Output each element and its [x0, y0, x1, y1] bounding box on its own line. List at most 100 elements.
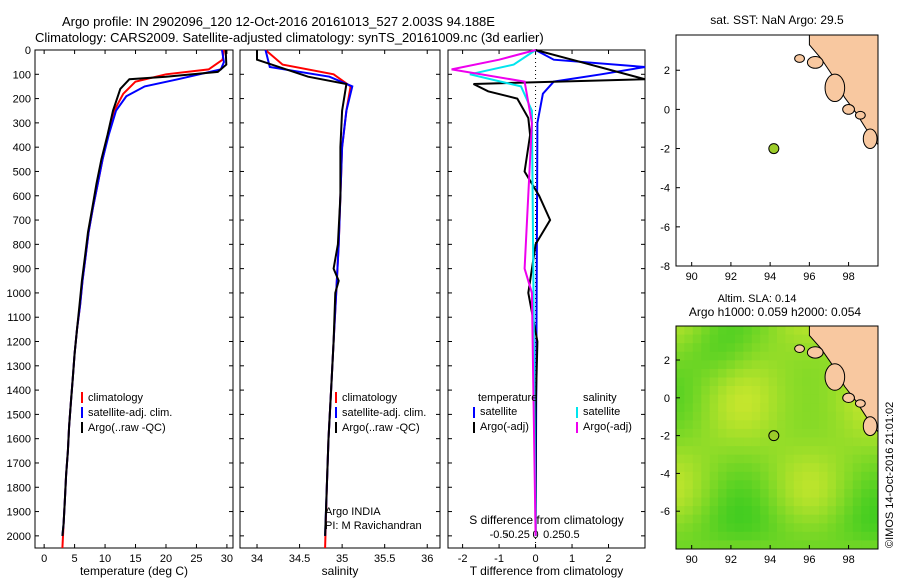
map-ytick-label: -2: [660, 431, 670, 443]
sla-cell: [844, 446, 854, 456]
sla-cell: [709, 523, 719, 533]
sla-cell: [861, 506, 871, 516]
sla-cell: [785, 411, 795, 421]
sla-cell: [743, 523, 753, 533]
sla-cell: [869, 497, 879, 507]
sla-cell: [676, 377, 685, 387]
ytick-label: 200: [13, 94, 31, 106]
sla-cell: [743, 360, 753, 370]
sla-cell: [810, 446, 820, 456]
sla-cell: [793, 454, 803, 464]
sla-cell: [751, 463, 761, 473]
sla-cell: [718, 463, 727, 473]
sla-cell: [692, 480, 702, 490]
sla-cell: [819, 351, 828, 361]
sla-cell: [684, 454, 694, 464]
xtick-label: 35: [336, 553, 348, 565]
sla-cell: [684, 326, 694, 336]
sla-cell: [768, 471, 778, 481]
sla-cell: [760, 420, 770, 430]
figure-title-line2: Climatology: CARS2009. Satellite-adjuste…: [35, 30, 544, 45]
sla-cell: [676, 394, 685, 404]
sla-cell: [777, 437, 786, 447]
sla-cell: [844, 454, 854, 464]
sla-cell: [835, 403, 845, 413]
sla-cell: [692, 428, 702, 438]
sla-cell: [751, 403, 761, 413]
sla-cell: [827, 463, 837, 473]
sla-cell: [726, 454, 736, 464]
sla-cell: [760, 506, 770, 516]
sla-cell: [777, 394, 786, 404]
sla-cell: [734, 480, 744, 490]
sla-cell: [718, 428, 727, 438]
sla-cell: [701, 394, 711, 404]
sla-cell: [768, 540, 778, 550]
sla-cell: [760, 463, 770, 473]
sla-cell: [684, 480, 694, 490]
sla-cell: [726, 531, 736, 541]
sla-cell: [810, 523, 820, 533]
sla-cell: [777, 489, 786, 499]
sla-cell: [751, 377, 761, 387]
ytick-label: 600: [13, 191, 31, 203]
sla-cell: [793, 420, 803, 430]
sla-cell: [743, 428, 753, 438]
sla-cell: [734, 411, 744, 421]
sla-cell: [785, 446, 795, 456]
map-title-sst: sat. SST: NaN Argo: 29.5: [710, 13, 844, 27]
sla-cell: [751, 428, 761, 438]
sla-cell: [676, 428, 685, 438]
sla-cell: [852, 411, 862, 421]
sla-cell: [844, 471, 854, 481]
sla-cell: [793, 411, 803, 421]
map-ytick-label: -4: [660, 183, 670, 195]
land-island-2: [842, 392, 855, 404]
series-line-difference-3: [451, 49, 537, 536]
sla-cell: [819, 489, 828, 499]
sla-cell: [718, 334, 727, 344]
sla-cell: [701, 480, 711, 490]
xtick-label: 5: [72, 553, 78, 565]
sla-cell: [760, 497, 770, 507]
sla-cell: [835, 454, 845, 464]
sla-cell: [743, 403, 753, 413]
sla-cell: [819, 463, 828, 473]
sla-cell: [701, 446, 711, 456]
sla-cell: [777, 420, 786, 430]
sla-cell: [760, 489, 770, 499]
sla-cell: [726, 540, 736, 550]
sla-cell: [793, 446, 803, 456]
map-title-sla-2: Argo h1000: 0.059 h2000: 0.054: [689, 305, 861, 319]
sla-cell: [701, 368, 711, 378]
argo-float-marker: [768, 143, 780, 155]
map-xtick-label: 98: [842, 554, 854, 566]
sla-cell: [692, 360, 702, 370]
sla-cell: [734, 523, 744, 533]
sla-cell: [861, 514, 871, 524]
sla-cell: [726, 428, 736, 438]
sla-cell: [718, 531, 727, 541]
sla-cell: [684, 463, 694, 473]
sla-cell: [760, 377, 770, 387]
sla-cell: [777, 386, 786, 396]
ytick-label: 400: [13, 142, 31, 154]
sla-cell: [718, 497, 727, 507]
sla-cell: [692, 351, 702, 361]
sla-cell: [760, 403, 770, 413]
sla-cell: [835, 428, 845, 438]
sla-cell: [861, 540, 871, 550]
sla-cell: [827, 514, 837, 524]
sla-cell: [692, 471, 702, 481]
sla-cell: [734, 497, 744, 507]
sla-cell: [777, 343, 786, 353]
sla-cell: [793, 480, 803, 490]
sla-cell: [676, 497, 685, 507]
sla-cell: [726, 394, 736, 404]
sla-cell: [734, 437, 744, 447]
sla-cell: [684, 377, 694, 387]
sla-cell: [777, 523, 786, 533]
sla-cell: [793, 531, 803, 541]
land-island-2: [806, 346, 824, 359]
xtick-label: 36: [421, 553, 433, 565]
